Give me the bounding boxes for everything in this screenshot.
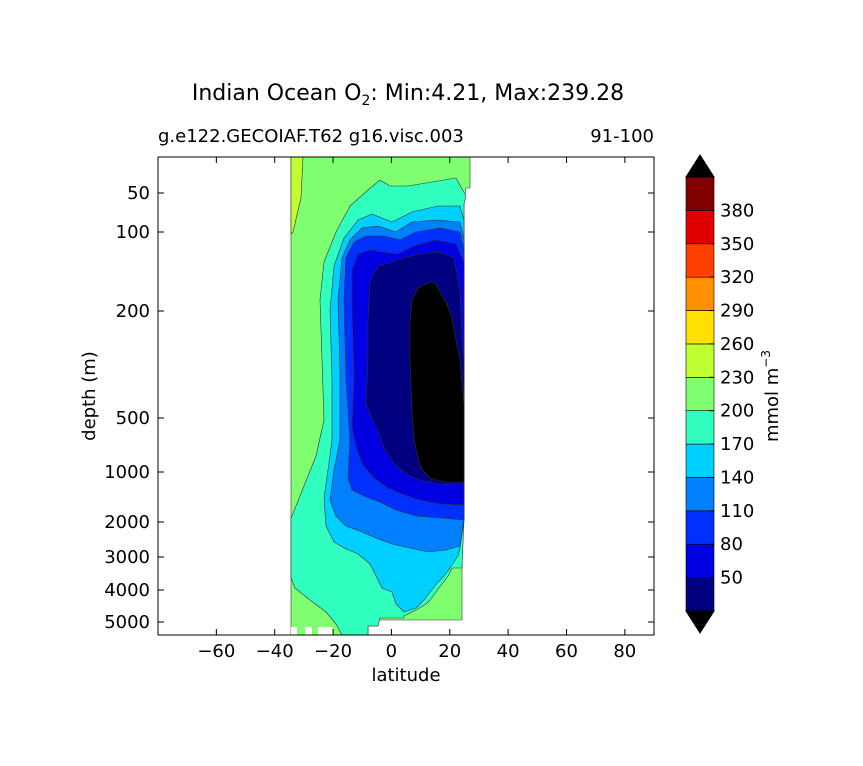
x-tick-label: −60 xyxy=(197,641,235,662)
colorbar-segment xyxy=(685,176,715,211)
contour-band-230-260 xyxy=(290,157,304,235)
colorbar-segment xyxy=(685,577,715,612)
colorbar-segment xyxy=(685,210,715,245)
colorbar-segment xyxy=(685,543,715,578)
x-tick-label: 20 xyxy=(438,641,461,662)
colorbar-segment xyxy=(685,310,715,345)
colorbar-tick-label: 80 xyxy=(720,534,743,555)
colorbar-segment xyxy=(685,510,715,545)
y-tick-label: 1000 xyxy=(104,462,150,483)
y-tick-label: 100 xyxy=(116,222,150,243)
colorbar-tick-label: 200 xyxy=(720,401,754,422)
x-tick-label: 0 xyxy=(386,641,397,662)
colorbar-segment xyxy=(685,410,715,445)
colorbar-tick-label: 110 xyxy=(720,501,754,522)
y-tick-label: 4000 xyxy=(104,580,150,601)
x-tick-label: 80 xyxy=(613,641,636,662)
colorbar-extend-high xyxy=(685,154,715,178)
x-tick-label: 60 xyxy=(555,641,578,662)
y-axis: 50 100 200 500 1000 2000 3000 4000 5000 xyxy=(104,183,654,633)
y-tick-label: 2000 xyxy=(104,512,150,533)
colorbar-tick-label: 380 xyxy=(720,200,754,221)
y-tick-label: 3000 xyxy=(104,547,150,568)
nodata-notch xyxy=(291,627,297,635)
colorbar-segment xyxy=(685,243,715,278)
colorbar-segment xyxy=(685,377,715,411)
nodata-notch xyxy=(305,627,312,635)
y-tick-label: 5000 xyxy=(104,612,150,633)
colorbar-tick-label: 170 xyxy=(720,434,754,455)
x-axis-label: latitude xyxy=(371,665,440,686)
contour-field xyxy=(290,157,471,635)
colorbar-tick-label: 350 xyxy=(720,234,754,255)
colorbar-extend-low xyxy=(685,610,715,634)
x-tick-label: −40 xyxy=(256,641,294,662)
x-tick-label: 40 xyxy=(497,641,520,662)
colorbar-tick-label: 50 xyxy=(720,568,743,589)
chart-subtitle-left: g.e122.GECOIAF.T62 g16.visc.003 xyxy=(158,126,464,147)
chart-subtitle-right: 91-100 xyxy=(590,126,654,147)
colorbar-tick-label: 140 xyxy=(720,467,754,488)
colorbar-tick-label: 230 xyxy=(720,367,754,388)
colorbar-segment xyxy=(685,443,715,478)
plot-frame xyxy=(157,156,655,636)
y-tick-label: 500 xyxy=(116,408,150,429)
y-axis-label: depth (m) xyxy=(79,351,100,441)
y-tick-label: 200 xyxy=(116,301,150,322)
colorbar-tick-label: 320 xyxy=(720,267,754,288)
x-axis: −60 −40 −20 0 20 40 60 80 xyxy=(197,157,636,662)
nodata-notch xyxy=(318,627,333,635)
x-tick-label: −20 xyxy=(314,641,352,662)
chart-title: Indian Ocean O2: Min:4.21, Max:239.28 xyxy=(192,81,624,109)
colorbar-tick-label: 290 xyxy=(720,301,754,322)
contour-band-below-20 xyxy=(409,281,465,483)
colorbar-tick-label: 260 xyxy=(720,334,754,355)
colorbar-label: mmol m−3 xyxy=(759,350,783,442)
colorbar-segment xyxy=(685,276,715,311)
colorbar-segment xyxy=(685,477,715,512)
colorbar-segment xyxy=(685,343,715,378)
colorbar: 50 80 110 140 170 200 230 260 290 320 350 380 xyxy=(685,154,754,634)
y-tick-label: 50 xyxy=(127,183,150,204)
